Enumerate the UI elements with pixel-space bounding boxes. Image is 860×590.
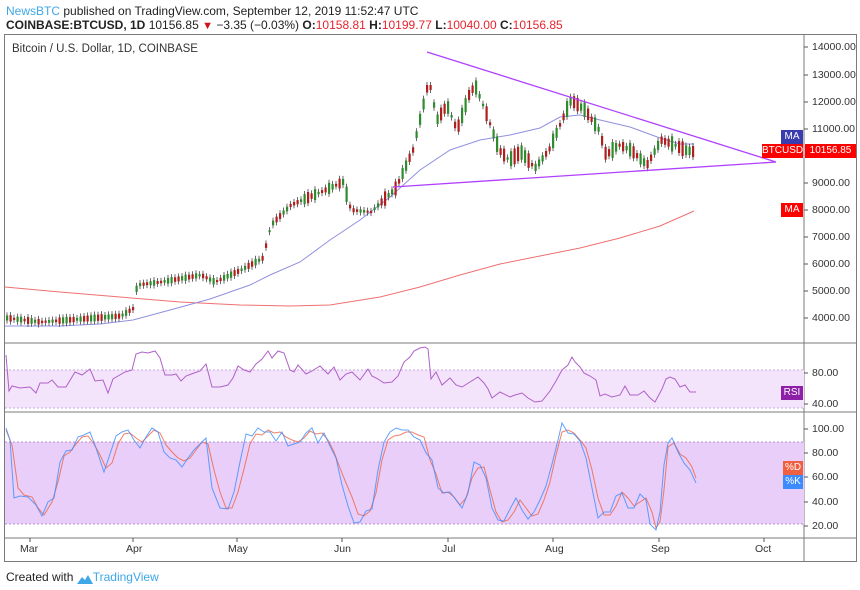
rsi-axis-label: 40.00 <box>812 398 839 410</box>
price-axis-label: 13000.00 <box>812 69 856 81</box>
open-label: O: <box>302 18 316 32</box>
created-with-text: Created with <box>6 570 74 584</box>
price-tag: 10156.85 <box>805 144 856 158</box>
tradingview-logo-icon <box>76 573 93 584</box>
high-label: H: <box>369 18 382 32</box>
stoch-k-tag: %K <box>783 475 803 489</box>
stoch-axis-label: 100.00 <box>812 423 845 435</box>
ohlc-legend: COINBASE:BTCUSD, 1D 10156.85 ▼ −3.35 (−0… <box>6 18 563 32</box>
time-axis-label: May <box>228 543 248 555</box>
footer: Created with TradingView <box>6 570 159 584</box>
stoch-axis-label: 20.00 <box>812 520 839 532</box>
time-axis-label: Oct <box>755 543 772 555</box>
publish-info: NewsBTC published on TradingView.com, Se… <box>6 4 418 18</box>
price-axis-label: 6000.00 <box>812 258 850 270</box>
stoch-axis-label: 40.00 <box>812 496 839 508</box>
stoch-d-tag: %D <box>783 461 803 475</box>
stoch-axis-label: 80.00 <box>812 447 839 459</box>
publisher-link[interactable]: NewsBTC <box>6 4 61 18</box>
time-axis-label: Jul <box>442 543 456 555</box>
low-label: L: <box>435 18 447 32</box>
price-axis-label: 7000.00 <box>812 231 850 243</box>
low-value: 10040.00 <box>446 18 497 32</box>
last-price: 10156.85 <box>148 18 199 32</box>
high-value: 10199.77 <box>381 18 432 32</box>
price-axis-label: 12000.00 <box>812 96 856 108</box>
price-axis-label: 5000.00 <box>812 285 850 297</box>
symbol-label: COINBASE:BTCUSD, 1D <box>6 18 146 32</box>
ma200-tag: MA <box>781 203 803 217</box>
publish-text: published on TradingView.com, September … <box>60 4 419 18</box>
chart-title: Bitcoin / U.S. Dollar, 1D, COINBASE <box>12 43 198 55</box>
down-arrow-icon: ▼ <box>202 20 213 32</box>
tradingview-link[interactable]: TradingView <box>92 570 159 584</box>
rsi-tag: RSI <box>781 386 803 400</box>
close-value: 10156.85 <box>512 18 563 32</box>
stoch-axis-label: 60.00 <box>812 471 839 483</box>
close-label: C: <box>499 18 513 32</box>
candlestick-series <box>6 77 695 328</box>
time-axis-label: Apr <box>126 543 143 555</box>
price-axis-label: 14000.00 <box>812 41 856 53</box>
ma50-tag: MA <box>781 130 803 144</box>
open-value: 10158.81 <box>315 18 366 32</box>
rsi-axis-label: 80.00 <box>812 367 839 379</box>
symbol-tag: BTCUSD <box>762 144 804 158</box>
time-axis-label: Aug <box>545 543 564 555</box>
price-change: −3.35 (−0.03%) <box>216 18 300 32</box>
price-axis-label: 8000.00 <box>812 204 850 216</box>
chart-frame[interactable] <box>4 34 857 562</box>
time-axis-label: Sep <box>651 543 670 555</box>
price-axis-label: 9000.00 <box>812 177 850 189</box>
price-axis-label: 11000.00 <box>812 123 856 135</box>
price-axis-label: 4000.00 <box>812 312 850 324</box>
time-axis-label: Jun <box>334 543 351 555</box>
time-axis-label: Mar <box>20 543 39 555</box>
